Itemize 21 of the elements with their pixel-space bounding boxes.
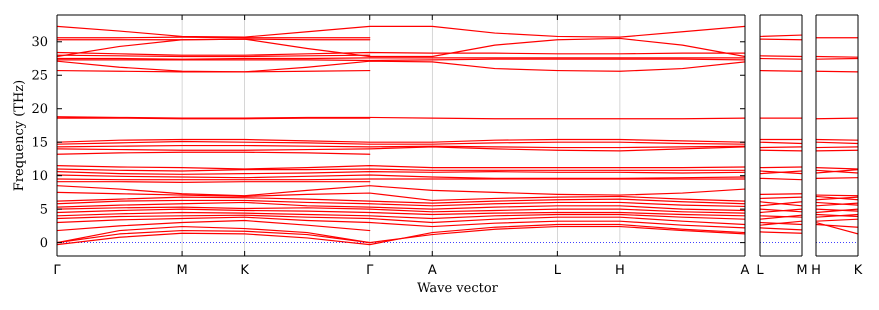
x-tick-label: L — [554, 263, 562, 278]
x-tick-label: M — [176, 263, 188, 278]
x-tick-label: H — [811, 263, 821, 278]
x-tick-label: A — [428, 263, 437, 278]
x-tick-label: M — [796, 263, 808, 278]
x-axis-title: Wave vector — [417, 281, 499, 296]
x-tick-label: K — [240, 263, 250, 278]
x-tick-label: H — [615, 263, 625, 278]
y-tick-label: 20 — [31, 102, 48, 117]
y-tick-label: 30 — [31, 34, 48, 50]
y-tick-label: 0 — [40, 236, 48, 251]
y-tick-label: 15 — [31, 135, 48, 150]
x-tick-label: Γ — [366, 263, 374, 278]
y-tick-label: 25 — [31, 68, 48, 84]
y-axis-title: Frequency (THz) — [12, 80, 27, 192]
x-tick-label: Γ — [53, 263, 62, 278]
y-tick-label: 5 — [40, 202, 48, 218]
x-tick-label: A — [740, 263, 750, 278]
x-tick-label: L — [756, 263, 764, 278]
y-tick-label: 10 — [31, 168, 48, 184]
x-tick-label: K — [854, 263, 863, 278]
